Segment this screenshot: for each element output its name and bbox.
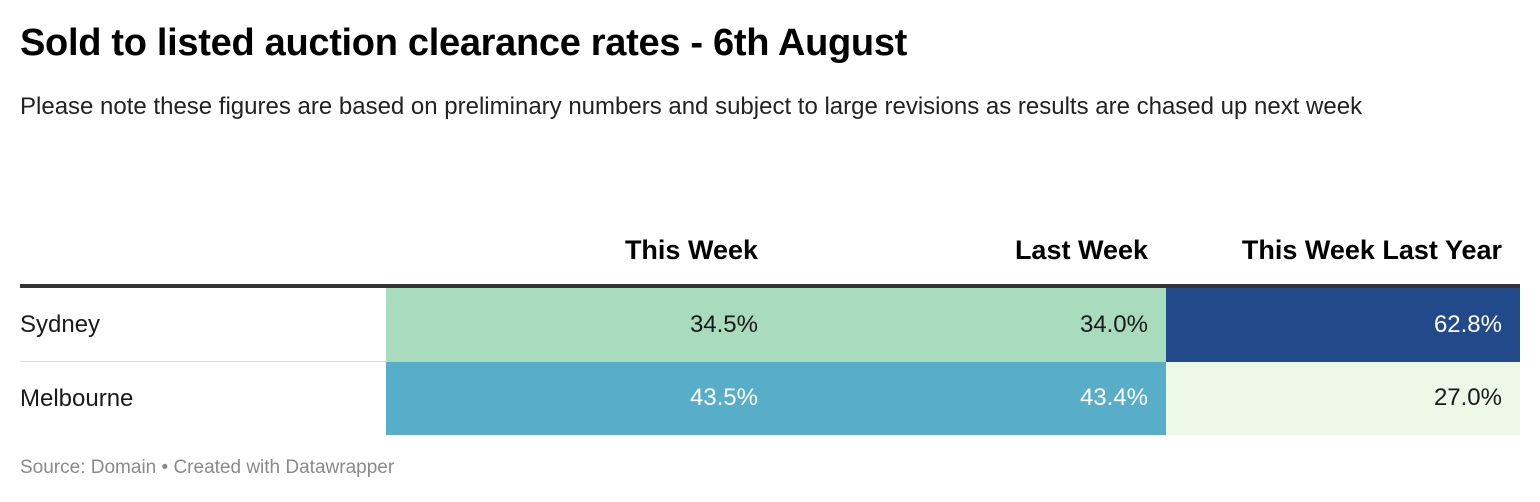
cell-sydney-last-week: 34.0% <box>776 286 1166 362</box>
cell-melbourne-this-week: 43.5% <box>386 361 776 435</box>
chart-title: Sold to listed auction clearance rates -… <box>20 22 908 64</box>
cell-sydney-this-week-last-year: 62.8% <box>1166 286 1520 362</box>
chart-footer: Source: Domain • Created with Datawrappe… <box>20 457 394 479</box>
column-header-city <box>20 196 386 288</box>
row-label-melbourne: Melbourne <box>20 384 134 412</box>
credit-note: Created with Datawrapper <box>173 457 395 478</box>
cell-melbourne-this-week-last-year: 27.0% <box>1166 361 1520 435</box>
table-header-row: This Week Last Week This Week Last Year <box>20 196 1520 288</box>
footer-separator: • <box>161 457 169 478</box>
chart-subtitle: Please note these figures are based on p… <box>20 93 1363 120</box>
cell-melbourne-last-week: 43.4% <box>776 361 1166 435</box>
row-label-sydney: Sydney <box>20 286 386 362</box>
source-note: Source: Domain <box>20 457 157 478</box>
table-row: Melbourne 43.5% 43.4% 27.0% <box>20 361 1520 435</box>
table-row: Sydney 34.5% 34.0% 62.8% <box>20 286 1520 362</box>
column-header-last-week: Last Week <box>776 196 1166 288</box>
column-header-this-week: This Week <box>386 196 776 288</box>
clearance-rates-table: This Week Last Week This Week Last Year … <box>20 196 1520 435</box>
column-header-this-week-last-year: This Week Last Year <box>1166 196 1520 288</box>
cell-sydney-this-week: 34.5% <box>386 286 776 362</box>
